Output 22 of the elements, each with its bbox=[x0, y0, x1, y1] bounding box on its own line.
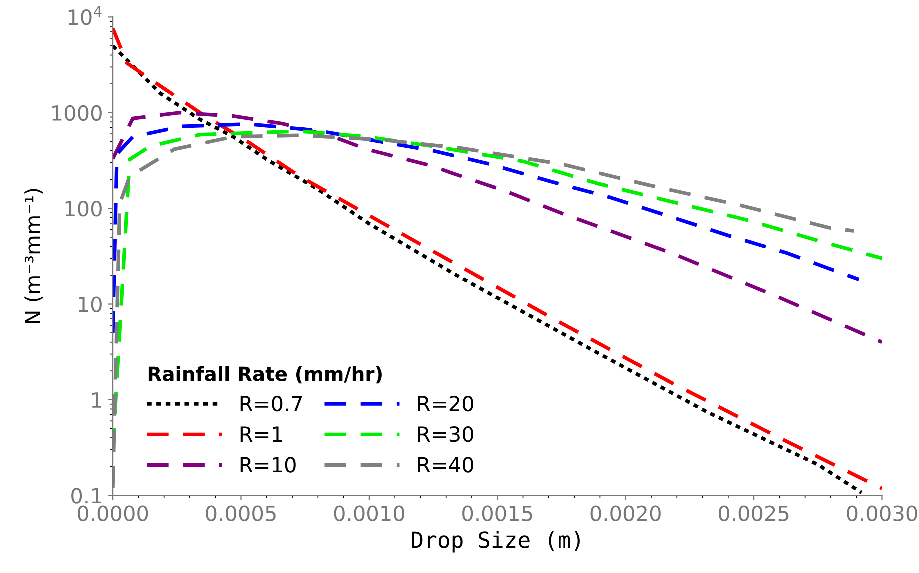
legend-label: R=40 bbox=[418, 457, 474, 473]
y-axis-title: N (m⁻³mm⁻¹) bbox=[24, 189, 44, 324]
x-tick-label: 0.0030 bbox=[847, 506, 918, 522]
legend-label: R=1 bbox=[240, 426, 282, 442]
legend-title: Rainfall Rate (mm/hr) bbox=[148, 366, 382, 384]
y-tick-label: 100 bbox=[66, 201, 102, 217]
legend-label: R=0.7 bbox=[240, 396, 302, 412]
x-tick-label: 0.0020 bbox=[590, 506, 661, 522]
y-tick-label: 0.1 bbox=[72, 488, 102, 504]
legend-label: R=10 bbox=[240, 457, 296, 473]
x-tick-label: 0.0010 bbox=[334, 506, 405, 522]
y-tick-label: 10$^{4}$ bbox=[68, 6, 102, 26]
legend-label: R=30 bbox=[418, 426, 474, 442]
x-tick-label: 0.0015 bbox=[462, 506, 532, 522]
x-axis-title: Drop Size (m) bbox=[412, 531, 580, 553]
y-tick-label: 1 bbox=[92, 392, 102, 408]
y-tick-label: 10 bbox=[79, 296, 102, 312]
x-tick-label: 0.0000 bbox=[78, 506, 148, 522]
x-tick-label: 0.0005 bbox=[206, 506, 276, 522]
x-tick-label: 0.0025 bbox=[718, 506, 789, 522]
y-tick-label: 1000 bbox=[52, 105, 102, 122]
legend-label: R=20 bbox=[418, 396, 474, 412]
